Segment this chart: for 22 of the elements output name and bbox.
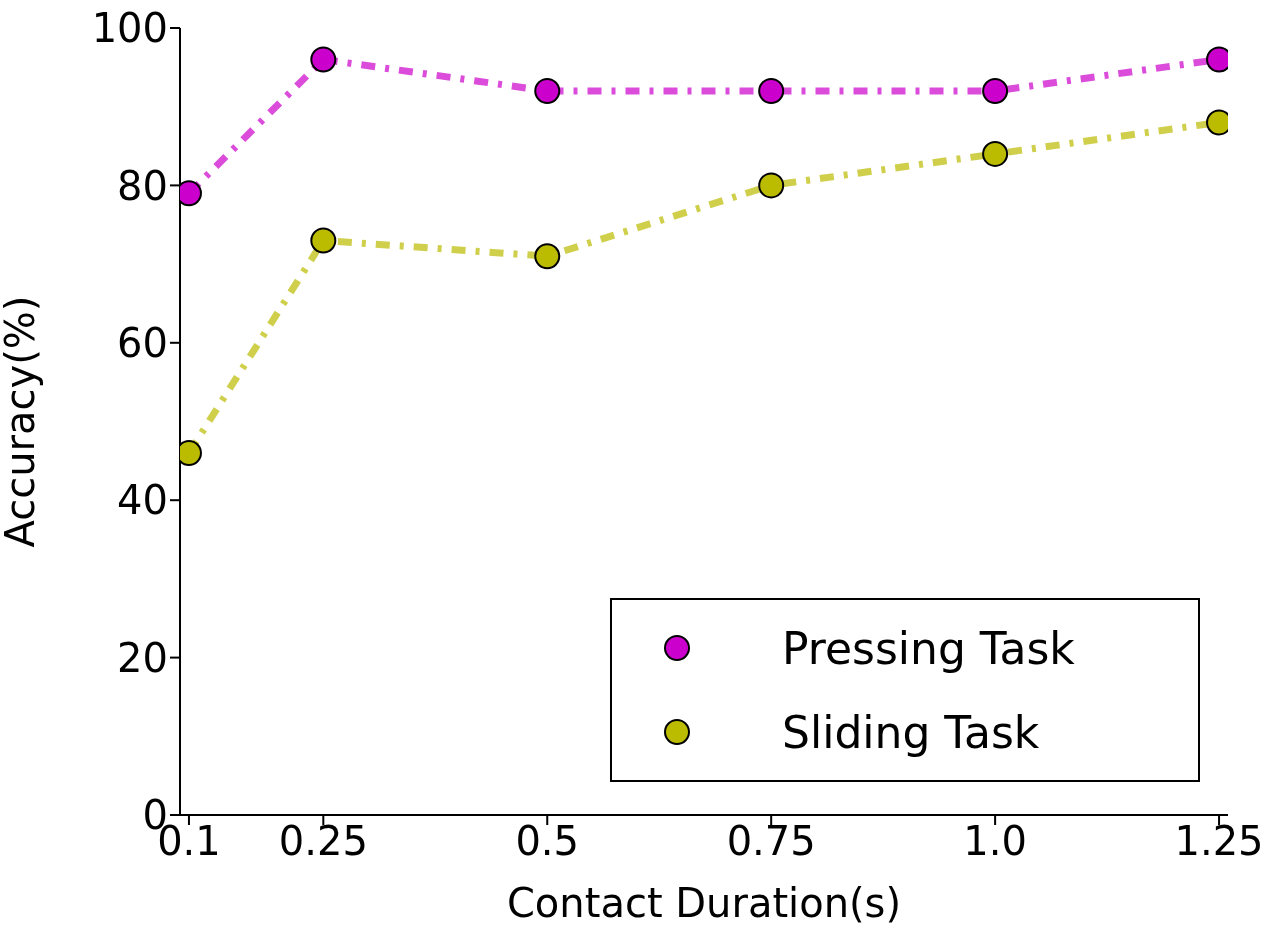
x-tick-label: 0.75 (726, 818, 816, 865)
y-tick-label: 20 (117, 634, 168, 681)
x-tick-label: 1.0 (963, 818, 1027, 865)
point (534, 243, 561, 270)
y-tick-label: 60 (117, 320, 168, 366)
y-axis-title: Accuracy(%) (0, 295, 44, 548)
point (982, 77, 1009, 104)
point (310, 227, 337, 254)
x-tick-label: 0.25 (278, 818, 368, 865)
point (534, 77, 561, 104)
legend-label: Sliding Task (782, 706, 1040, 758)
legend-label: Pressing Task (782, 622, 1075, 674)
y-tick-label: 40 (117, 477, 168, 524)
point (758, 77, 785, 104)
x-tick-label: 0.5 (515, 818, 580, 865)
point (982, 140, 1009, 167)
point (310, 46, 337, 73)
x-tick-label: 1.25 (1174, 818, 1264, 865)
y-tick-label: 80 (117, 162, 168, 209)
x-axis-title: Contact Duration(s) (506, 880, 902, 925)
point (758, 172, 785, 199)
y-tick-label: 100 (91, 5, 168, 52)
